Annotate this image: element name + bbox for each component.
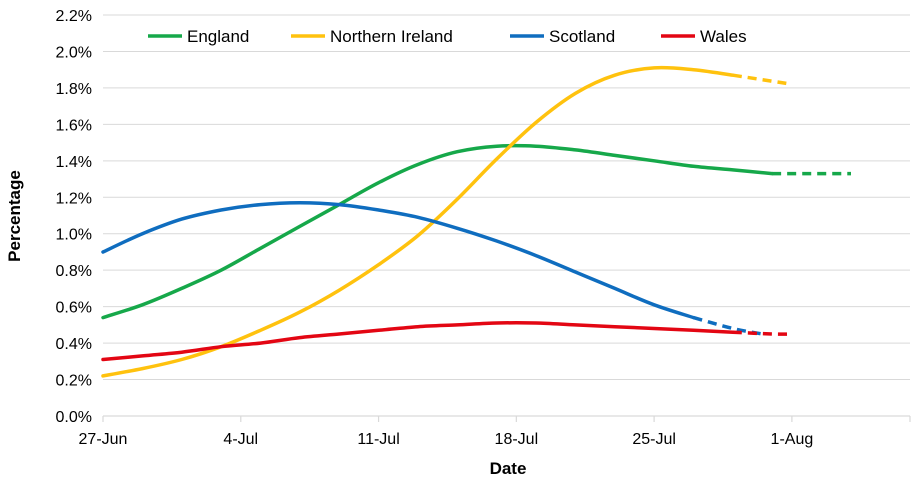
y-tick-label: 1.0% — [56, 227, 92, 244]
series-line-wales — [101, 321, 735, 362]
y-tick-label: 0.4% — [56, 336, 92, 353]
series-line-scotland — [101, 200, 696, 320]
y-tick-label: 1.4% — [56, 154, 92, 171]
series-projection-northern-ireland — [732, 73, 793, 87]
legend-label-wales: Wales — [700, 27, 747, 46]
legend-label-scotland: Scotland — [549, 27, 615, 46]
x-tick-label: 4-Jul — [223, 431, 258, 448]
axes: 0.0% 0.2% 0.4% 0.6% 0.8% 1.0% 1.2% 1.4% 1.6% 1.8%… — [56, 8, 911, 448]
y-tick-label: 0.0% — [56, 409, 92, 426]
y-tick-label: 2.2% — [56, 8, 92, 25]
legend-label-england: England — [187, 27, 249, 46]
series-projection-wales — [732, 330, 792, 336]
x-tick-label: 18-Jul — [495, 431, 539, 448]
legend: England Northern Ireland Scotland Wales — [148, 27, 747, 46]
y-tick-label: 0.2% — [56, 373, 92, 390]
series-line-northern-ireland — [101, 65, 735, 378]
y-axis-title: Percentage — [5, 170, 24, 262]
y-tick-label: 1.6% — [56, 117, 92, 134]
gridlines — [103, 14, 910, 381]
x-tick-label: 25-Jul — [632, 431, 676, 448]
x-tick-label: 27-Jun — [79, 431, 128, 448]
y-tick-label: 1.2% — [56, 190, 92, 207]
y-tick-label: 2.0% — [56, 44, 92, 61]
y-tick-label: 1.8% — [56, 81, 92, 98]
legend-label-northern-ireland: Northern Ireland — [330, 27, 453, 46]
series-lines — [101, 65, 851, 378]
x-axis-title: Date — [490, 459, 527, 478]
series-line-england — [101, 143, 774, 320]
y-tick-label: 0.6% — [56, 300, 92, 317]
y-tick-label: 0.8% — [56, 263, 92, 280]
x-tick-label: 11-Jul — [357, 431, 399, 448]
x-tick-label: 1-Aug — [771, 431, 814, 448]
